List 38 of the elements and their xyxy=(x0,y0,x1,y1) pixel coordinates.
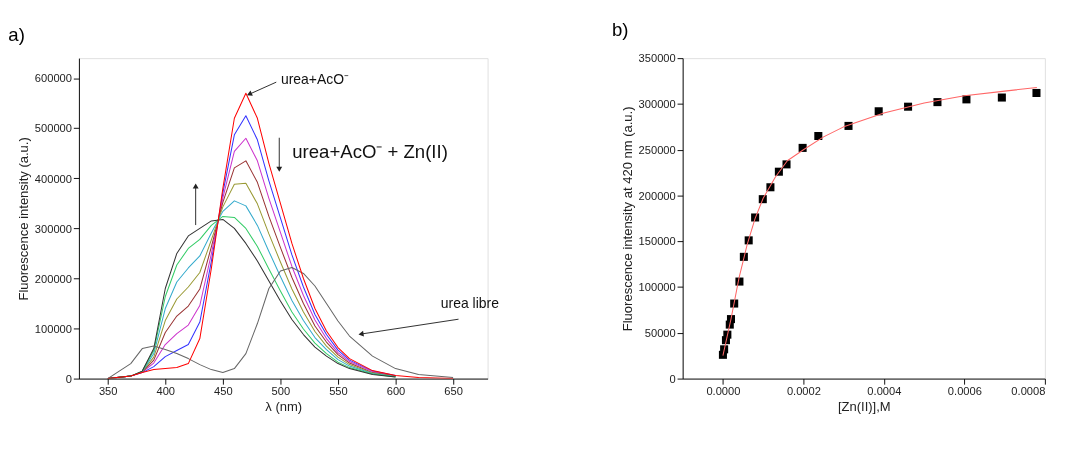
x-tick-label: 0.0004 xyxy=(867,384,902,397)
x-tick-label: 350 xyxy=(98,384,118,397)
y-tick-label: 50000 xyxy=(644,327,676,340)
chart-title: b) xyxy=(612,18,629,40)
y-tick-label: 250000 xyxy=(638,143,676,156)
y-tick-label: 0 xyxy=(669,372,676,385)
chart-title: a) xyxy=(8,24,25,46)
point xyxy=(1032,88,1041,97)
y-tick-label: 200000 xyxy=(34,272,72,285)
x-tick-label: 600 xyxy=(386,384,406,397)
y-axis-title: Fluorescence intensity (a.u.) xyxy=(16,137,32,301)
y-axis-title: Fluorescence intensity at 420 nm (a.u.) xyxy=(620,106,636,332)
x-axis-title: [Zn(II)],M xyxy=(837,398,891,414)
x-tick-label: 650 xyxy=(444,384,463,397)
x-axis-title: λ (nm) xyxy=(265,398,303,414)
y-tick-label: 400000 xyxy=(34,172,72,185)
y-tick-label: 150000 xyxy=(638,235,676,248)
x-tick-label: 450 xyxy=(214,384,233,397)
y-tick-label: 500000 xyxy=(34,122,72,135)
y-tick-label: 0 xyxy=(65,372,72,385)
y-tick-label: 600000 xyxy=(34,72,72,85)
y-tick-label: 100000 xyxy=(34,322,72,335)
x-tick-label: 500 xyxy=(271,384,291,397)
annotation: urea libre xyxy=(440,295,500,312)
annotation: urea+AcO⁻ + Zn(II) xyxy=(292,141,448,163)
y-tick-label: 300000 xyxy=(638,98,676,111)
x-tick-label: 0.0006 xyxy=(947,384,982,397)
x-tick-label: 400 xyxy=(156,384,176,397)
x-tick-label: 0.0002 xyxy=(786,384,821,397)
y-tick-label: 350000 xyxy=(638,52,676,65)
point xyxy=(997,93,1006,102)
x-tick-label: 0.0000 xyxy=(706,384,741,397)
y-tick-label: 300000 xyxy=(34,222,72,235)
y-tick-label: 200000 xyxy=(638,189,676,202)
y-tick-label: 100000 xyxy=(638,281,676,294)
x-tick-label: 0.0008 xyxy=(1011,384,1046,397)
annotation: urea+AcO⁻ xyxy=(280,71,349,88)
x-tick-label: 550 xyxy=(329,384,348,397)
